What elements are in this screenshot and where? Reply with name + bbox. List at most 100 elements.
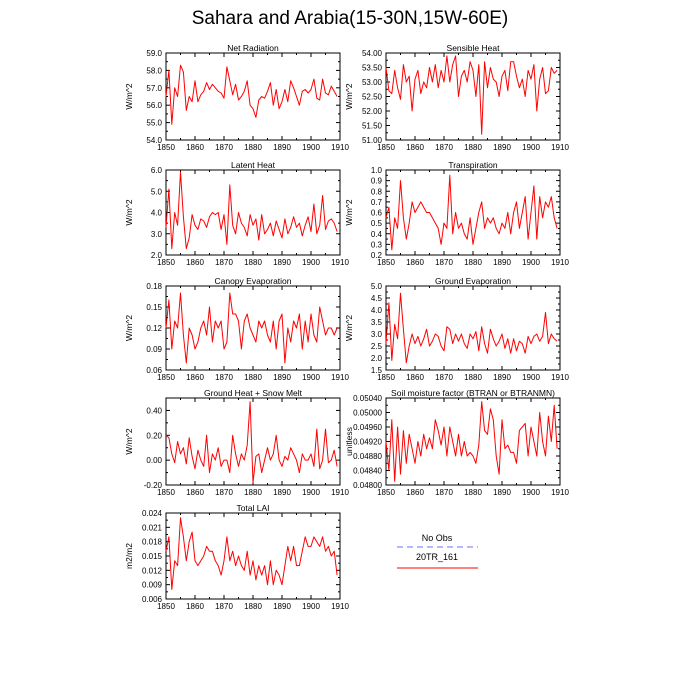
x-tick-label: 1850: [157, 143, 175, 152]
x-tick-label: 1860: [186, 373, 204, 382]
x-tick-label: 1910: [331, 373, 349, 382]
y-tick-label: 0.5: [371, 219, 383, 228]
y-tick-label: 5.0: [151, 187, 163, 196]
panel-title: Sensible Heat: [447, 43, 501, 53]
x-tick-label: 1870: [215, 602, 233, 611]
y-tick-label: 0.15: [146, 303, 162, 312]
y-tick-label: 1.5: [371, 366, 383, 375]
y-tick-label: 2.0: [371, 354, 383, 363]
y-tick-label: 3.0: [151, 230, 163, 239]
y-tick-label: 0.7: [371, 198, 383, 207]
x-tick-label: 1900: [302, 258, 320, 267]
x-tick-label: 1850: [377, 258, 395, 267]
x-tick-label: 1900: [522, 488, 540, 497]
y-tick-label: 56.0: [146, 101, 162, 110]
x-tick-label: 1910: [551, 143, 569, 152]
series-line: [165, 171, 338, 250]
y-tick-label: 0.012: [142, 566, 163, 575]
x-tick-label: 1880: [464, 258, 482, 267]
x-tick-label: 1870: [215, 488, 233, 497]
x-tick-label: 1860: [406, 488, 424, 497]
series-line: [385, 55, 558, 135]
panel-7: Ground Heat + Snow Melt W/m^2 1850 1860 1870…: [124, 388, 349, 497]
y-tick-label: 0.12: [146, 324, 162, 333]
y-tick-label: 2.5: [371, 342, 383, 351]
x-tick-label: 1900: [522, 258, 540, 267]
y-tick-label: 3.5: [371, 318, 383, 327]
series-line: [165, 401, 338, 483]
panel-title: Soil moisture factor (BTRAN or BTRANMN): [391, 388, 555, 398]
series-line: [165, 292, 338, 364]
legend: No Obs 20TR_161: [397, 533, 478, 569]
y-tick-label: 0.04800: [353, 481, 382, 490]
x-tick-label: 1910: [331, 602, 349, 611]
x-tick-label: 1900: [522, 143, 540, 152]
x-tick-label: 1860: [406, 143, 424, 152]
y-tick-label: 0.09: [146, 345, 162, 354]
x-tick-label: 1870: [435, 258, 453, 267]
panel-9: Total LAI m2/m2 1850 1860 1870 1880 1890 1900 19…: [124, 503, 349, 611]
y-tick-label: 0.8: [371, 187, 383, 196]
x-tick-label: 1910: [551, 488, 569, 497]
x-tick-label: 1860: [186, 602, 204, 611]
x-tick-label: 1900: [302, 373, 320, 382]
y-tick-label: 54.0: [146, 136, 162, 145]
panel-title: Total LAI: [236, 503, 269, 513]
x-tick-label: 1890: [493, 143, 511, 152]
y-tick-label: 54.00: [362, 49, 383, 58]
x-tick-label: 1890: [273, 602, 291, 611]
panel-1: Net Radiation W/m^2 1850 1860 1870 1880 1890 19…: [124, 43, 349, 152]
panel-8: Soil moisture factor (BTRAN or BTRANMN) u…: [344, 388, 569, 497]
x-tick-label: 1880: [244, 488, 262, 497]
series-line: [385, 292, 558, 364]
plot-frame: [165, 169, 341, 256]
y-tick-label: 2.0: [151, 251, 163, 260]
y-tick-label: 0.021: [142, 523, 163, 532]
x-tick-label: 1890: [493, 373, 511, 382]
y-tick-label: 0.04880: [353, 452, 382, 461]
y-tick-label: 52.50: [362, 93, 383, 102]
x-tick-label: 1850: [157, 373, 175, 382]
y-tick-label: 55.0: [146, 119, 162, 128]
panel-title: Ground Heat + Snow Melt: [204, 388, 303, 398]
x-tick-label: 1860: [186, 258, 204, 267]
x-tick-label: 1880: [244, 143, 262, 152]
x-tick-label: 1890: [273, 258, 291, 267]
y-tick-label: 0.9: [371, 177, 383, 186]
x-tick-label: 1860: [186, 143, 204, 152]
panel-title: Transpiration: [448, 160, 498, 170]
panel-5: Canopy Evaporation W/m^2 1850 1860 1870 1880 1…: [124, 276, 349, 382]
y-tick-label: 3.0: [371, 330, 383, 339]
x-tick-label: 1870: [435, 373, 453, 382]
y-axis-label: W/m^2: [344, 199, 354, 225]
panel-6: Ground Evaporation W/m^2 1850 1860 1870 1880 1…: [344, 276, 569, 382]
y-tick-label: 0.18: [146, 282, 162, 291]
plot-frame: [165, 512, 341, 600]
x-tick-label: 1850: [157, 488, 175, 497]
y-tick-label: 0.6: [371, 209, 383, 218]
x-tick-label: 1880: [244, 258, 262, 267]
plot-frame: [165, 285, 341, 371]
x-tick-label: 1860: [186, 488, 204, 497]
x-tick-label: 1850: [377, 488, 395, 497]
y-axis-label: unitless: [344, 427, 354, 456]
x-tick-label: 1900: [522, 373, 540, 382]
x-tick-label: 1880: [464, 373, 482, 382]
y-tick-label: 0.06: [146, 366, 162, 375]
series-line: [165, 64, 338, 125]
x-tick-label: 1910: [331, 488, 349, 497]
y-tick-label: 0.00: [146, 456, 162, 465]
y-tick-label: 0.20: [146, 431, 162, 440]
panel-title: Latent Heat: [231, 160, 276, 170]
y-tick-label: 0.04920: [353, 438, 382, 447]
y-axis-label: W/m^2: [344, 315, 354, 341]
x-tick-label: 1900: [302, 488, 320, 497]
y-tick-label: 0.4: [371, 230, 383, 239]
y-axis-label: W/m^2: [124, 199, 134, 225]
panel-4: Transpiration W/m^2 1850 1860 1870 1880 1890 19…: [344, 160, 569, 267]
y-tick-label: -0.20: [144, 481, 163, 490]
y-tick-label: 4.0: [371, 306, 383, 315]
page-title: Sahara and Arabia(15-30N,15W-60E): [191, 8, 509, 29]
x-tick-label: 1890: [273, 373, 291, 382]
